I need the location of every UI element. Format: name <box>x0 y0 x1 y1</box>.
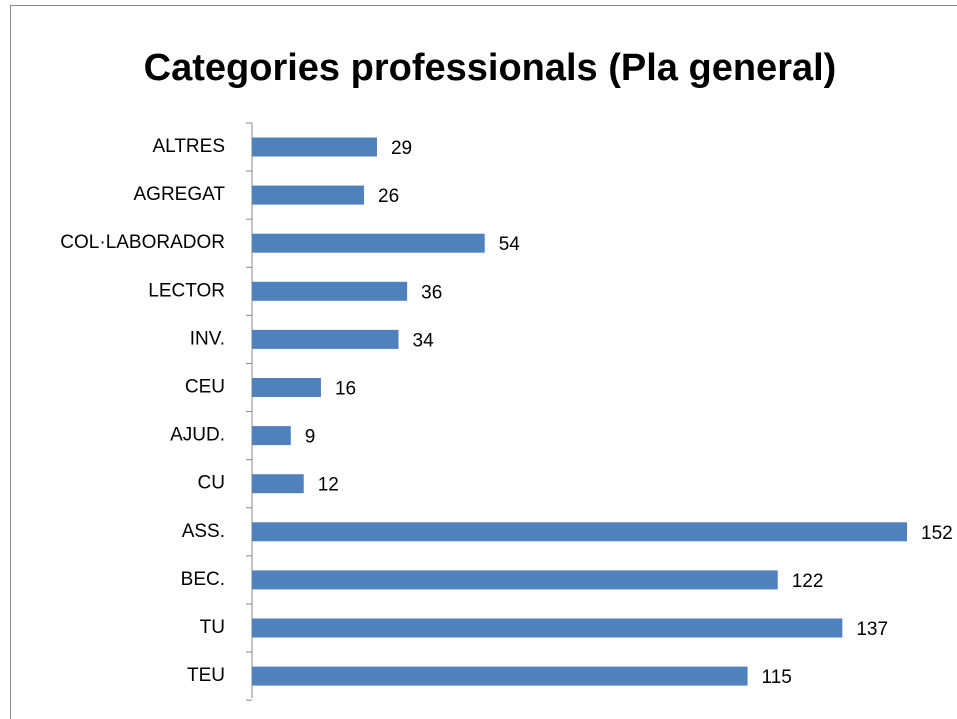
bar <box>252 329 399 349</box>
value-label: 29 <box>391 138 412 159</box>
category-label: AJUD. <box>170 425 225 446</box>
bar <box>252 666 748 686</box>
category-label: INV. <box>190 328 225 349</box>
category-label: ASS. <box>182 521 225 542</box>
chart-frame <box>10 5 957 719</box>
value-label: 115 <box>762 667 792 688</box>
value-label: 137 <box>856 619 888 640</box>
bar <box>252 233 485 253</box>
category-label: CU <box>198 473 225 494</box>
value-label: 36 <box>421 282 442 303</box>
category-label: LECTOR <box>148 280 225 301</box>
category-label: TU <box>200 617 225 638</box>
bar <box>252 618 843 638</box>
chart-title: Categories professionals (Pla general) <box>144 47 837 89</box>
bar <box>252 378 321 397</box>
bar <box>252 474 304 494</box>
value-label: 12 <box>318 475 339 496</box>
value-label: 16 <box>335 379 356 400</box>
value-label: 34 <box>413 330 435 351</box>
bar <box>252 137 377 157</box>
category-label: BEC. <box>181 569 225 590</box>
category-label: CEU <box>185 377 225 398</box>
value-label: 26 <box>378 186 399 207</box>
bar <box>252 570 778 590</box>
bar <box>252 522 907 542</box>
category-label: ALTRES <box>152 136 225 157</box>
category-label: AGREGAT <box>134 184 226 205</box>
bar <box>252 281 408 301</box>
value-label: 54 <box>499 234 521 255</box>
category-label: COL·LABORADOR <box>60 232 225 253</box>
value-label: 122 <box>792 571 824 592</box>
bar <box>252 426 291 446</box>
value-label: 9 <box>305 427 316 448</box>
bar <box>252 185 365 205</box>
value-label: 152 <box>921 523 953 544</box>
category-label: TEU <box>187 665 225 686</box>
